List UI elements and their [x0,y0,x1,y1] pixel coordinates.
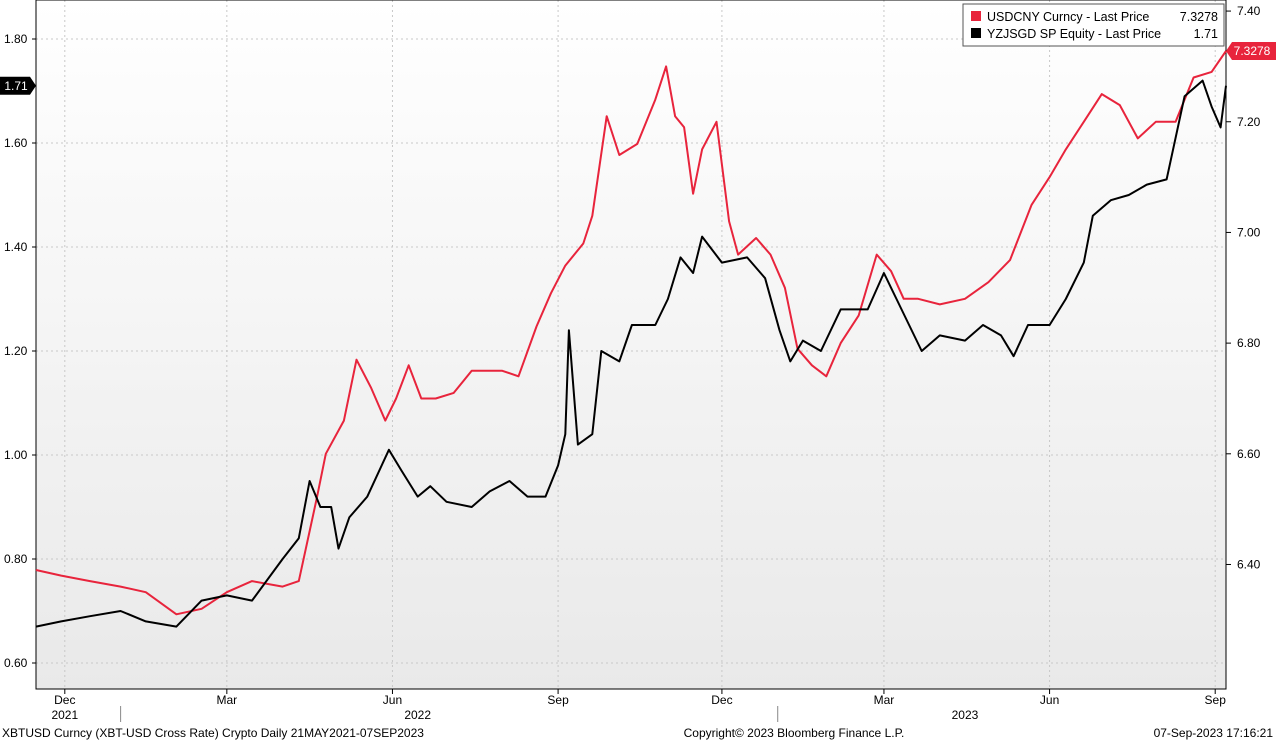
x-tick-label: Mar [874,693,895,707]
x-tick-label: Jun [383,693,402,707]
right-tick-label: 7.40 [1237,4,1261,18]
left-tick-label: 1.00 [4,448,28,462]
flag-value: 7.3278 [1234,44,1271,58]
x-tick-label: Dec [54,693,75,707]
x-axis: Dec Mar Jun Sep Dec Mar Jun Sep 2021 2022 2023 [51,689,1226,722]
footer-center: Copyright© 2023 Bloomberg Finance L.P. [684,726,905,740]
right-tick-label: 6.60 [1237,447,1261,461]
year-label: 2022 [404,708,431,722]
legend-swatch-yzjsgd [971,28,981,38]
left-axis: 0.60 0.80 1.00 1.20 1.40 1.60 1.80 [4,32,36,670]
x-tick-label: Jun [1040,693,1059,707]
right-axis: 6.40 6.60 6.80 7.00 7.20 7.40 [1226,4,1261,571]
flag-shape [1226,42,1276,61]
left-tick-label: 0.60 [4,656,28,670]
right-tick-label: 7.20 [1237,115,1261,129]
last-value-flag-yzjsgd: 1.71 [0,76,36,95]
series-line-yzjsgd [35,79,1227,628]
x-tick-label: Sep [547,693,569,707]
year-label: 2021 [51,708,78,722]
last-value-flags: 7.3278 1.71 [0,42,1276,95]
left-tick-label: 1.60 [4,136,28,150]
footer-left: XBTUSD Curncy (XBT-USD Cross Rate) Crypt… [2,726,424,740]
flag-value: 1.71 [4,79,28,93]
right-tick-label: 7.00 [1237,225,1261,239]
legend-value-usdcny: 7.3278 [1180,10,1218,24]
legend-label-yzjsgd: YZJSGD SP Equity - Last Price [987,27,1161,41]
flag-shape [0,76,36,95]
left-tick-label: 1.80 [4,32,28,46]
year-label: 2023 [952,708,979,722]
series-line-usdcny [35,50,1227,616]
left-tick-label: 1.20 [4,344,28,358]
right-tick-label: 6.40 [1237,557,1261,571]
x-tick-label: Dec [711,693,732,707]
legend-value-yzjsgd: 1.71 [1194,27,1218,41]
legend: USDCNY Curncy - Last Price 7.3278 YZJSGD… [962,3,1225,47]
left-tick-label: 0.80 [4,552,28,566]
legend-swatch-usdcny [971,11,981,21]
plot-border [35,0,1227,690]
last-value-flag-usdcny: 7.3278 [1226,42,1276,61]
right-tick-label: 6.80 [1237,336,1261,350]
series-layer [35,50,1227,628]
x-tick-label: Sep [1205,693,1227,707]
left-tick-label: 1.40 [4,240,28,254]
plot-area [36,0,1226,689]
legend-label-usdcny: USDCNY Curncy - Last Price [987,10,1149,24]
legend-box [962,3,1225,47]
footer-right: 07-Sep-2023 17:16:21 [1154,726,1274,740]
footer-bar [0,723,1276,741]
x-tick-label: Mar [216,693,237,707]
